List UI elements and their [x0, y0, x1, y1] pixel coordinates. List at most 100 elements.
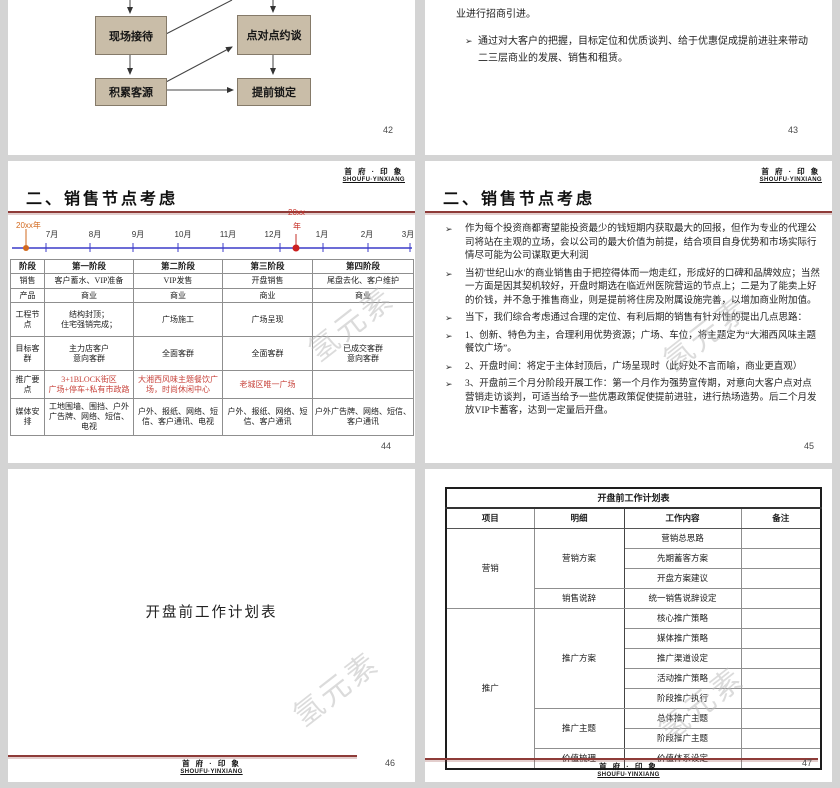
timeline-month-label: 1月 [315, 230, 329, 239]
table-row: 阶段推广主题 [446, 728, 822, 749]
page-number: 43 [787, 125, 798, 135]
paragraph-continuation: 业进行招商引进。 [456, 9, 536, 20]
brand-logo-cn: 首 府 · 印 象 [182, 759, 241, 768]
header-cell: 工作内容 [623, 507, 742, 529]
page-number: 42 [382, 125, 393, 135]
flow-box-label: 提前锁定 [252, 87, 296, 99]
bullet-text: 当初'世纪山水'的商业销售由于把控得体而一炮走红，形成好的口碑和品牌效应；当然一… [465, 268, 820, 306]
list-item: ➢ 当初'世纪山水'的商业销售由于把控得体而一炮走红，形成好的口碑和品牌效应；当… [445, 268, 821, 309]
cell: 广场呈现 [222, 302, 313, 337]
slide-45-thumbnail[interactable]: 首 府 · 印 象 SHOUFU·YINXIANG 二、销售节点考虑 ➢ 作为每… [425, 161, 832, 463]
slide-title: 二、销售节点考虑 [443, 191, 596, 208]
cell: 全面客群 [133, 336, 223, 371]
table-row: 推广主题 总体推广主题 [446, 708, 822, 749]
project-cell: 营销 [445, 528, 535, 609]
timeline-month-label: 3月 [401, 230, 415, 239]
page-number: 44 [380, 441, 391, 451]
list-item: ➢ 作为每个投资商都寄望能投资最少的钱短期内获取最大的回报，但作为专业的代理公司… [445, 223, 821, 264]
cell: VIP发售 [133, 273, 223, 289]
cell: 开盘销售 [222, 273, 313, 289]
detail-cell: 推广方案 [533, 608, 625, 709]
note-cell [740, 608, 822, 629]
cell [312, 370, 414, 399]
brand-logo-cn: 首 府 · 印 象 [761, 167, 821, 176]
timeline-mid-dot [292, 244, 300, 252]
work-cell: 阶段推广主题 [623, 728, 742, 749]
detail-cell: 推广主题 [533, 708, 625, 749]
row-label: 推广要点 [10, 370, 45, 399]
table-title-row: 开盘前工作计划表 [445, 487, 822, 509]
cell [312, 302, 414, 337]
cell: 结构封顶； 住宅强销完成； [44, 302, 134, 337]
cell: 商业 [222, 288, 313, 303]
page-number: 46 [384, 758, 395, 768]
brand-logo-en: SHOUFU·YINXIANG [597, 771, 660, 778]
note-cell [740, 728, 822, 749]
table-header-row: 阶段 第一阶段 第二阶段 第三阶段 第四阶段 [10, 259, 414, 274]
title-divider-line [425, 211, 832, 213]
flow-box-onsite-reception: 现场接待 [95, 16, 167, 55]
timeline-month-label: 8月 [88, 230, 102, 239]
bullet-marker: ➢ [465, 36, 473, 46]
brand-logo-en: SHOUFU·YINXIANG [342, 176, 405, 183]
timeline-start-dot [23, 245, 29, 251]
cell: 户外、报纸、网络、短信、客户通讯 [222, 398, 313, 436]
row-label: 目标客群 [10, 336, 45, 371]
table-row: 目标客群 主力店客户 意向客群 全面客群 全面客群 已成交客群 意向客群 [10, 336, 414, 371]
timeline-month-label: 9月 [131, 230, 145, 239]
work-cell: 活动推广策略 [623, 668, 742, 689]
cell: 商业 [312, 288, 414, 303]
bullet-text: 3、开盘前三个月分阶段开展工作：第一个月作为强势宣传期，对意向大客户点对点营销走… [465, 379, 817, 416]
header-cell: 备注 [740, 507, 822, 529]
bullet-text: 通过对大客户的把握，目标定位和优质谈判、给于优惠促成提前进驻来带动二三层商业的发… [478, 36, 808, 64]
header-cell: 阶段 [10, 259, 45, 274]
brand-logo: 首 府 · 印 象 SHOUFU·YINXIANG [760, 167, 822, 184]
sales-phase-table: 阶段 第一阶段 第二阶段 第三阶段 第四阶段 销售 客户蓄水、VIP准备 VIP… [10, 259, 414, 436]
work-cell: 核心推广策略 [623, 608, 742, 629]
slide-43-thumbnail[interactable]: 业进行招商引进。 ➢ 通过对大客户的把握，目标定位和优质谈判、给于优惠促成提前进… [425, 0, 832, 155]
cell: 户外、报纸、网络、短信、客户通讯、电视 [133, 398, 223, 436]
cell: 广场施工 [133, 302, 223, 337]
work-cell: 媒体推广策略 [623, 628, 742, 649]
timeline-month-label: 2月 [360, 230, 374, 239]
row-label: 媒体安排 [10, 398, 45, 436]
table-header-row: 项目 明细 工作内容 备注 [445, 507, 822, 529]
cell: 工地围墙、围挡、户外广告牌、网络、短信、电视 [44, 398, 134, 436]
table-row: 活动推广策略 [446, 668, 822, 689]
work-cell: 营销总思路 [623, 528, 742, 549]
table-row: 营销 营销方案 营销总思路 [445, 528, 822, 609]
flow-box-label: 积累客源 [109, 87, 153, 99]
slide-47-thumbnail[interactable]: 开盘前工作计划表 项目 明细 工作内容 备注 营销 营销方案 营销总思路 先期蓄… [425, 469, 832, 782]
cell: 老城区唯一广场 [222, 370, 313, 399]
title-divider-line [8, 211, 415, 213]
page-number: 47 [801, 758, 812, 768]
timeline-mid-year-label: 20xx [288, 208, 305, 217]
bullet-marker: ➢ [445, 361, 453, 372]
cell: 商业 [133, 288, 223, 303]
cell: 大湘西风味主题餐饮广场，时尚休闲中心 [133, 370, 223, 399]
flow-box-label: 点对点约谈 [246, 30, 302, 42]
note-cell [740, 628, 822, 649]
note-cell [740, 648, 822, 669]
list-item: ➢ 2、开盘时间：将定于主体封顶后，广场呈现时（此好处不言而喻，商业更直观） [445, 361, 821, 375]
flow-box-accumulate-clients: 积累客源 [95, 78, 167, 106]
note-cell [740, 528, 822, 549]
table-row: 产品 商业 商业 商业 商业 [10, 288, 414, 303]
brand-logo: 首 府 · 印 象 SHOUFU·YINXIANG [8, 759, 415, 776]
slide-46-thumbnail[interactable]: 开盘前工作计划表 首 府 · 印 象 SHOUFU·YINXIANG 46 [8, 469, 415, 782]
work-cell: 阶段推广执行 [623, 688, 742, 709]
brand-logo: 首 府 · 印 象 SHOUFU·YINXIANG [342, 167, 405, 184]
slide-title: 二、销售节点考虑 [26, 191, 179, 208]
timeline-month-label: 12月 [264, 230, 282, 239]
cell: 全面客群 [222, 336, 313, 371]
slide-44-thumbnail[interactable]: 首 府 · 印 象 SHOUFU·YINXIANG 二、销售节点考虑 20xx年… [8, 161, 415, 463]
work-cell: 开盘方案建议 [623, 568, 742, 589]
list-item: ➢ 1、创新、特色为主，合理利用优势资源；广场、车位，将主题定为“大湘西风味主题… [445, 330, 821, 357]
table-row: 推广 推广方案 核心推广策略 [445, 608, 822, 769]
slide-42-thumbnail[interactable]: 现场接待 点对点约谈 积累客源 提前锁定 42 [8, 0, 415, 155]
list-item: ➢ 当下，我们综合考虑通过合理的定位、有利后期的销售有针对性的提出几点思路： [445, 312, 821, 326]
section-title: 开盘前工作计划表 [145, 605, 278, 621]
header-cell: 明细 [533, 507, 625, 529]
table-row: 开盘方案建议 [446, 568, 822, 589]
row-label: 产品 [10, 288, 45, 303]
